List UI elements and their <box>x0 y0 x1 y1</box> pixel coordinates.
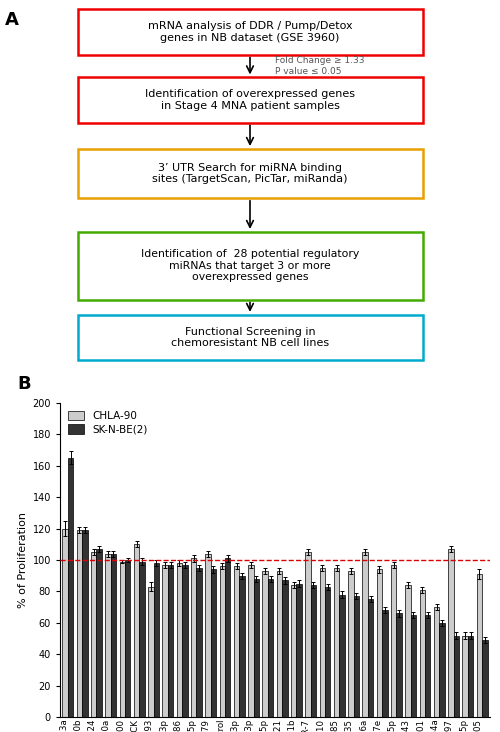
Bar <box>68 458 73 717</box>
Bar <box>82 530 87 717</box>
Bar <box>291 585 296 717</box>
Bar <box>391 564 396 717</box>
Bar <box>234 567 239 717</box>
FancyBboxPatch shape <box>78 315 422 360</box>
Text: mRNA analysis of DDR / Pump/Detox
genes in NB dataset (GSE 3960): mRNA analysis of DDR / Pump/Detox genes … <box>148 21 352 43</box>
Bar <box>382 610 388 717</box>
Bar <box>376 569 382 717</box>
Bar <box>125 560 130 717</box>
Bar <box>410 615 416 717</box>
Bar <box>240 575 244 717</box>
Bar <box>196 568 202 717</box>
Bar <box>110 553 116 717</box>
Bar <box>434 607 440 717</box>
Bar <box>440 623 444 717</box>
Bar <box>482 640 488 717</box>
Bar <box>140 561 144 717</box>
Bar <box>306 552 310 717</box>
Bar <box>206 553 210 717</box>
Bar <box>362 552 368 717</box>
Bar <box>276 571 282 717</box>
Text: B: B <box>17 376 30 393</box>
FancyBboxPatch shape <box>78 149 422 198</box>
Bar <box>76 530 82 717</box>
Text: 3’ UTR Search for miRNA binding
sites (TargetScan, PicTar, miRanda): 3’ UTR Search for miRNA binding sites (T… <box>152 163 348 184</box>
Legend: CHLA-90, SK-N-BE(2): CHLA-90, SK-N-BE(2) <box>65 408 151 438</box>
Y-axis label: % of Proliferation: % of Proliferation <box>18 512 28 608</box>
Bar <box>120 561 125 717</box>
Text: Fold Change ≥ 1.33
P value ≤ 0.05: Fold Change ≥ 1.33 P value ≤ 0.05 <box>275 56 364 75</box>
Bar <box>91 552 96 717</box>
Bar <box>406 585 410 717</box>
Bar <box>262 571 268 717</box>
Bar <box>220 567 225 717</box>
Text: Identification of overexpressed genes
in Stage 4 MNA patient samples: Identification of overexpressed genes in… <box>145 89 355 111</box>
Bar <box>268 579 274 717</box>
Bar <box>148 587 154 717</box>
Text: A: A <box>5 11 19 29</box>
Text: Identification of  28 potential regulatory
miRNAs that target 3 or more
overexpr: Identification of 28 potential regulator… <box>141 249 359 283</box>
Bar <box>368 600 374 717</box>
Bar <box>225 559 230 717</box>
Bar <box>134 544 140 717</box>
Bar <box>462 635 468 717</box>
Bar <box>106 553 110 717</box>
Bar <box>182 564 188 717</box>
Bar <box>454 635 459 717</box>
Bar <box>320 568 325 717</box>
Bar <box>310 585 316 717</box>
Bar <box>448 549 454 717</box>
Bar <box>191 559 196 717</box>
Bar <box>396 613 402 717</box>
Text: Functional Screening in
chemoresistant NB cell lines: Functional Screening in chemoresistant N… <box>171 326 329 348</box>
Bar <box>476 574 482 717</box>
Bar <box>334 568 340 717</box>
FancyBboxPatch shape <box>78 10 422 55</box>
Bar <box>425 615 430 717</box>
Bar <box>154 563 159 717</box>
Bar <box>354 596 359 717</box>
Bar <box>96 549 102 717</box>
Bar <box>248 564 254 717</box>
Bar <box>162 564 168 717</box>
Bar <box>296 583 302 717</box>
Bar <box>348 571 354 717</box>
Bar <box>210 569 216 717</box>
Bar <box>62 529 68 717</box>
Bar <box>340 594 344 717</box>
Bar <box>176 563 182 717</box>
Bar <box>282 580 288 717</box>
FancyBboxPatch shape <box>78 78 422 122</box>
Bar <box>168 564 173 717</box>
FancyBboxPatch shape <box>78 232 422 299</box>
Bar <box>420 590 425 717</box>
Bar <box>468 635 473 717</box>
Bar <box>254 579 259 717</box>
Bar <box>325 587 330 717</box>
